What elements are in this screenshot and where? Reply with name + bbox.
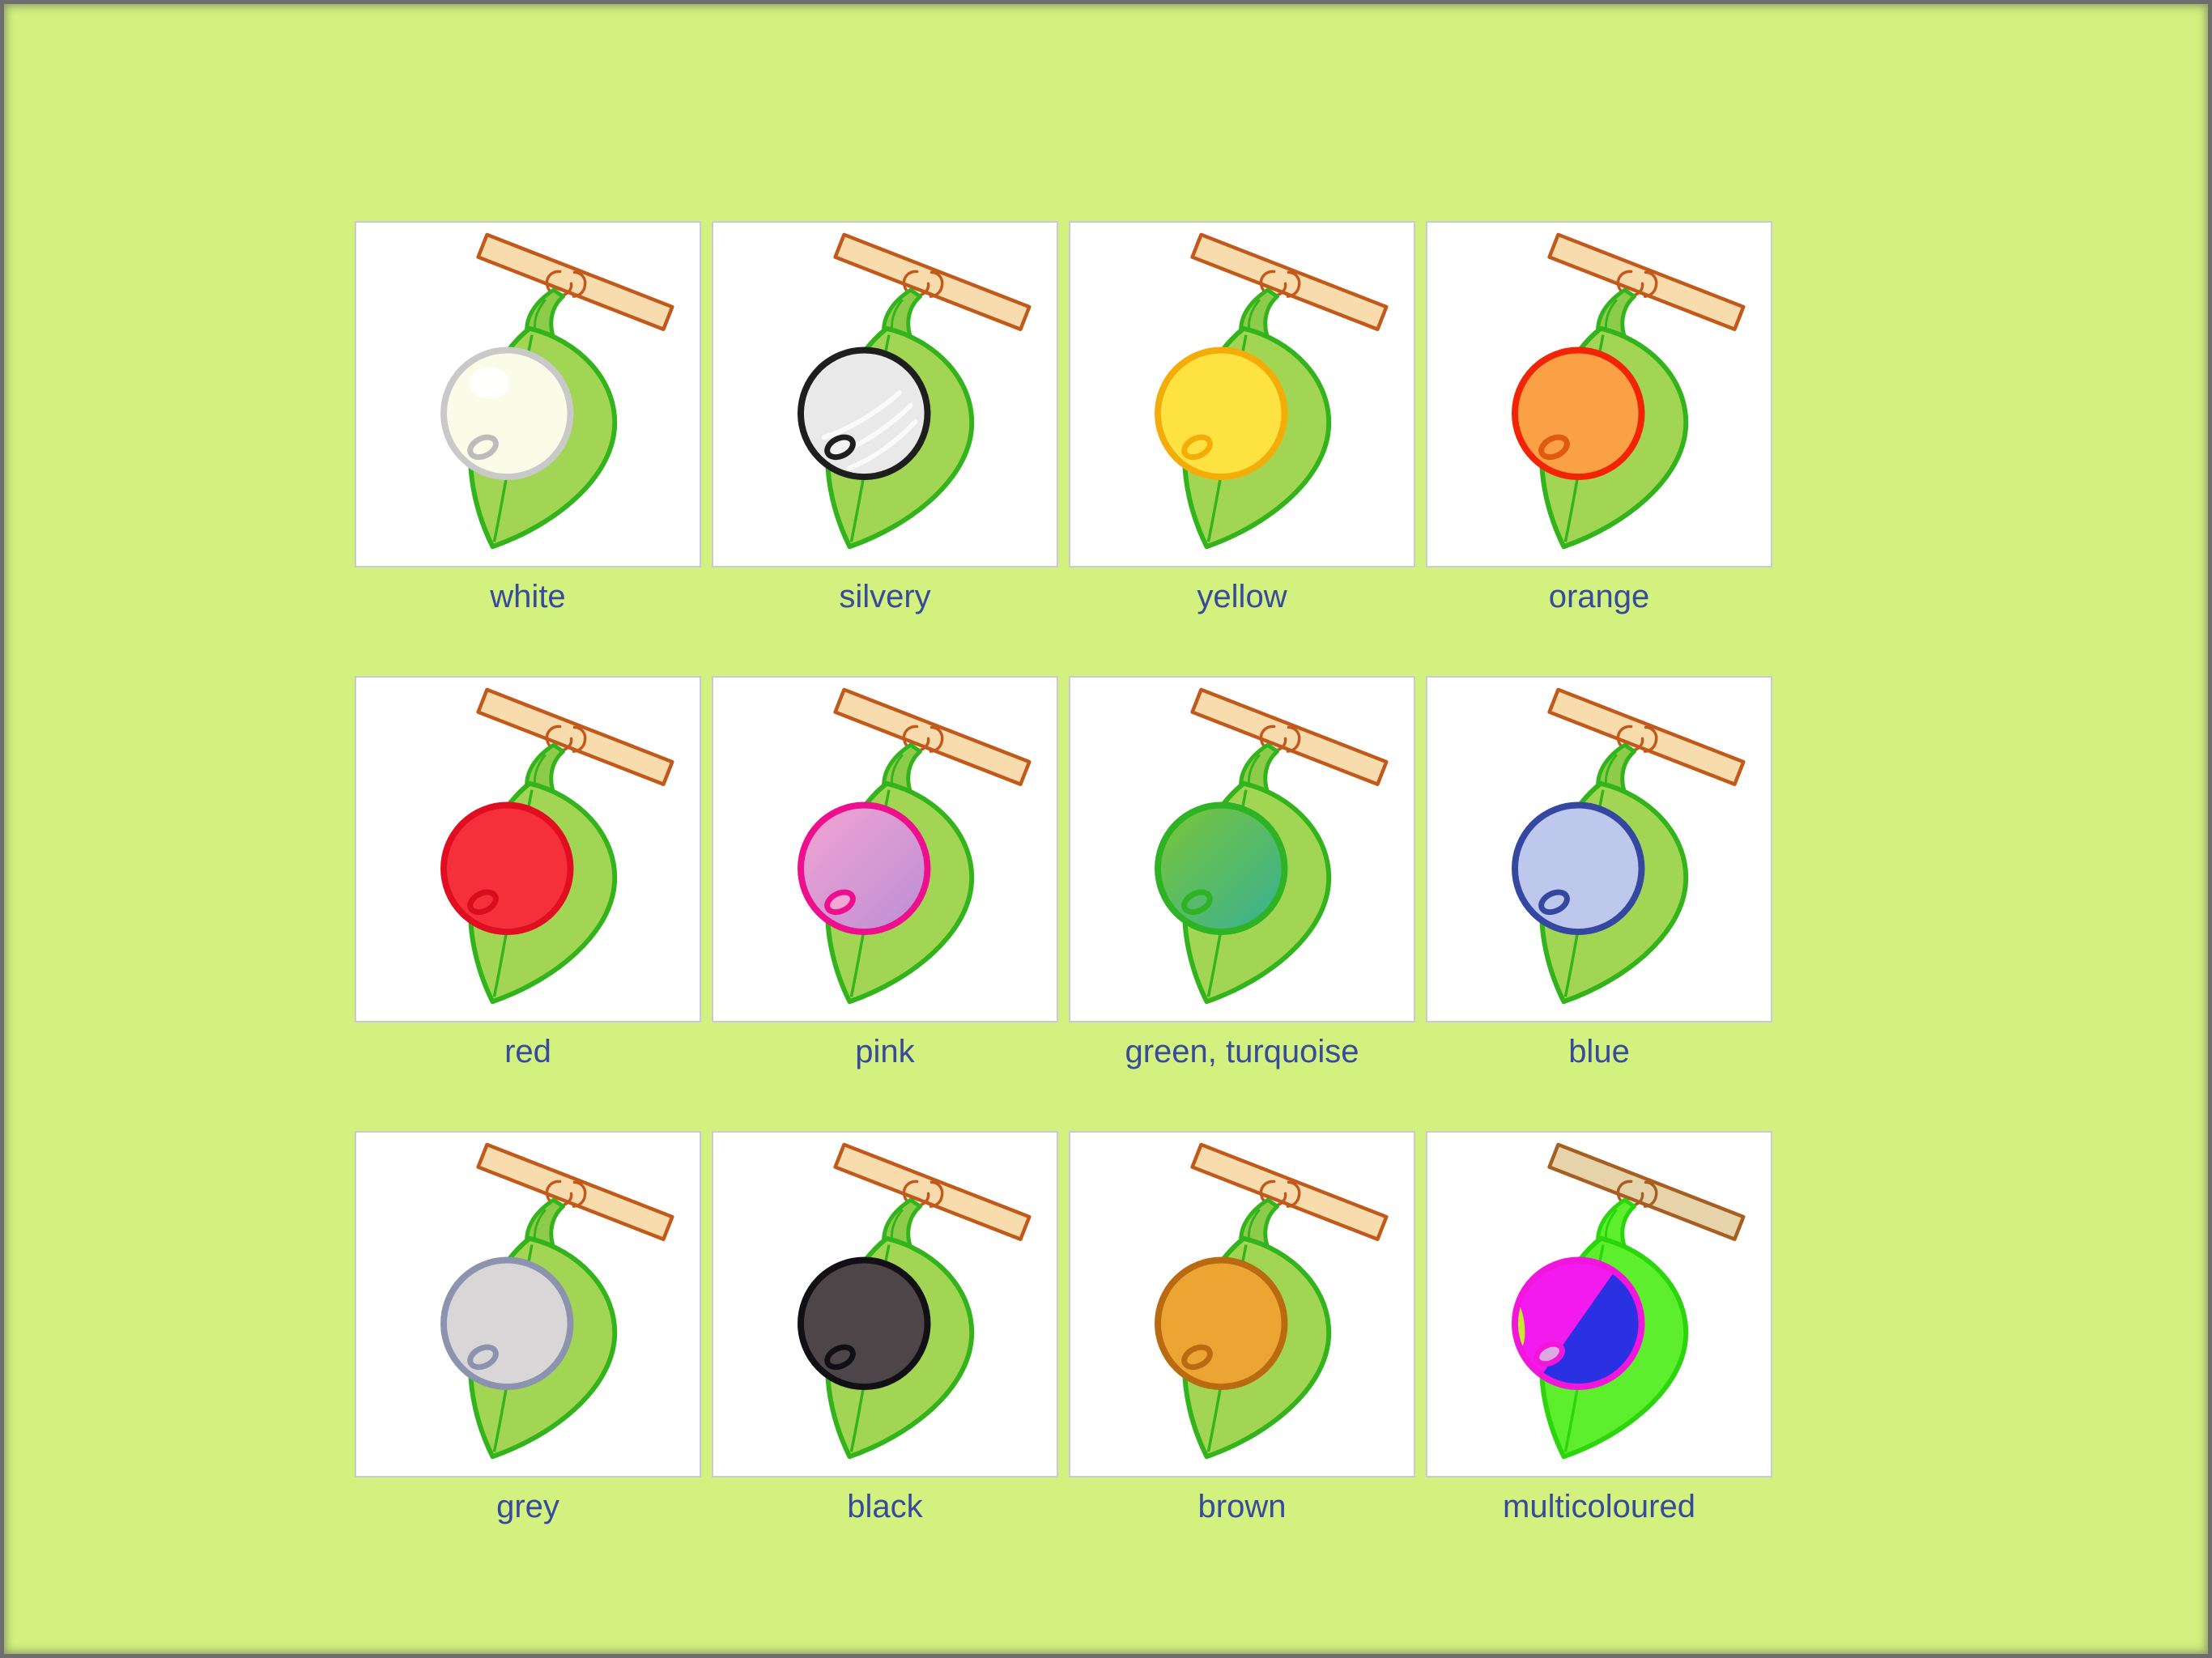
branch — [833, 232, 1032, 331]
berry-outline — [440, 801, 574, 935]
card-label: yellow — [1197, 579, 1287, 614]
branch — [1547, 687, 1746, 786]
branch — [833, 687, 1032, 786]
card-brown — [1069, 1131, 1415, 1477]
card-label: black — [847, 1489, 923, 1524]
card-black — [712, 1131, 1058, 1477]
card-label: brown — [1197, 1489, 1287, 1524]
berry-illustration — [1512, 1142, 1746, 1460]
berry-illustration — [798, 687, 1032, 1005]
card-cell: white — [355, 221, 701, 676]
branch — [1547, 1142, 1746, 1241]
berry-outline — [1155, 1256, 1288, 1390]
berry-illustration — [1155, 1142, 1389, 1460]
berry-outline — [1512, 1256, 1645, 1390]
card-white — [355, 221, 701, 568]
card-grid: white silvery yellow orange red pink green, tu… — [355, 221, 1772, 1586]
card-pink — [712, 676, 1058, 1022]
berry-spot — [1181, 889, 1213, 916]
card-cell: red — [355, 676, 701, 1131]
berry-spot — [467, 434, 499, 461]
card-cell: green, turquoise — [1069, 676, 1415, 1131]
berry-spot — [1534, 1341, 1565, 1367]
branch — [1190, 232, 1389, 331]
card-label: blue — [1568, 1034, 1630, 1069]
berry-outline — [440, 346, 574, 480]
card-cell: black — [712, 1131, 1058, 1586]
card-grey — [355, 1131, 701, 1477]
berry-spot — [1538, 434, 1570, 461]
berry-illustration — [1512, 687, 1746, 1005]
berry-illustration — [1512, 232, 1746, 550]
card-orange — [1426, 221, 1772, 568]
branch — [1190, 687, 1389, 786]
berry-outline — [1155, 346, 1288, 480]
berry-spot — [824, 434, 856, 461]
berry-spot — [824, 1344, 856, 1371]
card-cell: pink — [712, 676, 1058, 1131]
card-cell: orange — [1426, 221, 1772, 676]
berry-split-segment — [1541, 1270, 1643, 1388]
card-yellow — [1069, 221, 1415, 568]
berry-outline — [798, 1256, 931, 1390]
branch — [476, 687, 674, 786]
branch — [1547, 232, 1746, 331]
berry-outline — [440, 1256, 574, 1390]
card-blue — [1426, 676, 1772, 1022]
card-cell: blue — [1426, 676, 1772, 1131]
berry-outline — [798, 346, 931, 480]
branch — [476, 1142, 674, 1241]
berry-illustration — [440, 1142, 674, 1460]
berry-outline — [1512, 801, 1645, 935]
card-cell: brown — [1069, 1131, 1415, 1586]
card-red — [355, 676, 701, 1022]
berry-illustration — [1155, 687, 1389, 1005]
branch — [833, 1142, 1032, 1241]
card-label: green, turquoise — [1125, 1034, 1359, 1069]
card-multicoloured — [1426, 1131, 1772, 1477]
berry-outline — [1155, 801, 1288, 935]
card-label: orange — [1548, 579, 1650, 614]
berry-illustration — [798, 1142, 1032, 1460]
berry-illustration — [1155, 232, 1389, 550]
card-label: multicoloured — [1503, 1489, 1695, 1524]
berry-spot — [824, 889, 856, 916]
berry-highlight — [469, 367, 510, 399]
card-label: silvery — [839, 579, 931, 614]
card-label: pink — [855, 1034, 915, 1069]
card-silvery — [712, 221, 1058, 568]
berry-illustration — [798, 232, 1032, 550]
berry-illustration — [440, 232, 674, 550]
card-label: red — [504, 1034, 551, 1069]
berry-spot — [1181, 434, 1213, 461]
card-cell: grey — [355, 1131, 701, 1586]
card-label: white — [490, 579, 566, 614]
branch — [476, 232, 674, 331]
card-label: grey — [496, 1489, 559, 1524]
berry-spot — [467, 1344, 499, 1371]
card-cell: silvery — [712, 221, 1058, 676]
card-green-turquoise — [1069, 676, 1415, 1022]
berry-outline — [798, 801, 931, 935]
berry-spot — [1181, 1344, 1213, 1371]
card-cell: yellow — [1069, 221, 1415, 676]
berry-illustration — [440, 687, 674, 1005]
berry-outline — [1512, 346, 1645, 480]
berry-spot — [1538, 889, 1570, 916]
berry-spot — [467, 889, 499, 916]
card-cell: multicoloured — [1426, 1131, 1772, 1586]
branch — [1190, 1142, 1389, 1241]
